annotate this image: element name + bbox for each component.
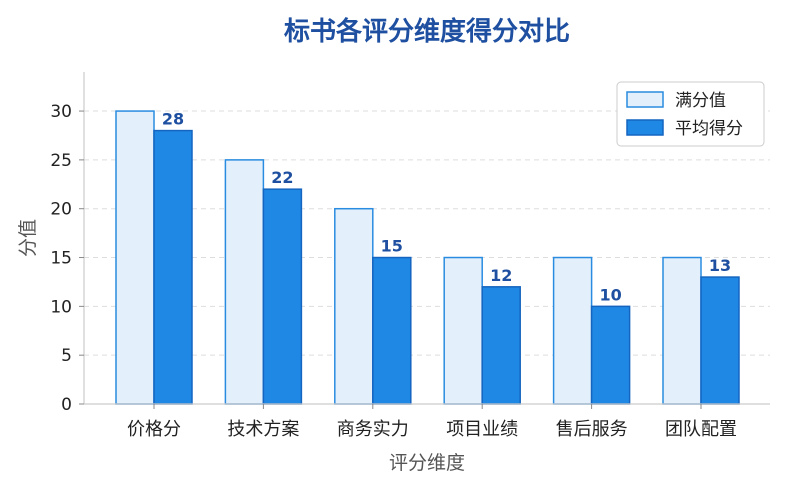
data-label-average: 10 [599,285,621,304]
data-label-average: 28 [162,110,184,129]
chart-title: 标书各评分维度得分对比 [284,16,570,47]
y-tick-label: 30 [50,102,72,122]
x-axis-label: 评分维度 [389,452,465,474]
x-ticks: 价格分 技术方案 商务实力 项目业绩 售后服务 团队配置 [127,404,737,440]
bar-average-score [590,305,631,405]
y-tick-label: 15 [50,249,72,269]
x-tick-label: 售后服务 [556,419,628,440]
bar-full-score [443,256,483,405]
bar-average-score [153,129,193,405]
x-tick-label: 项目业绩 [446,419,518,440]
bar-average-score [481,286,521,405]
y-tick-label: 10 [50,297,72,317]
y-tick-label: 0 [61,395,72,415]
x-tick-label: 价格分 [127,419,181,440]
axes [83,72,770,405]
bar-average-score [262,188,303,405]
bar-full-score [115,110,155,405]
data-label-average: 15 [381,237,403,256]
x-tick-label: 商务实力 [337,419,409,440]
data-label-average: 22 [271,168,293,187]
bar-average-score [700,276,740,405]
legend-swatch-average-score [626,119,664,136]
data-label-average: 13 [709,256,731,275]
legend-label-full-score: 满分值 [675,91,726,111]
y-tick-label: 5 [61,346,72,366]
bar-average-score [372,256,412,405]
legend-swatch-full-score [626,91,664,108]
bar-full-score [662,256,702,405]
legend: 满分值 平均得分 [616,81,765,147]
legend-label-average-score: 平均得分 [675,119,743,139]
bar-full-score [224,159,265,405]
data-label-average: 12 [490,266,512,285]
data-labels: 28 22 15 12 10 13 [162,110,731,305]
bar-full-score [552,256,593,405]
y-tick-label: 20 [50,200,72,220]
y-tick-label: 25 [50,151,72,171]
bar-full-score [334,207,374,405]
x-tick-label: 技术方案 [227,419,299,440]
y-axis-label: 分值 [17,219,39,257]
x-tick-label: 团队配置 [665,419,737,440]
y-ticks: 0 5 10 15 20 25 30 [50,102,84,415]
